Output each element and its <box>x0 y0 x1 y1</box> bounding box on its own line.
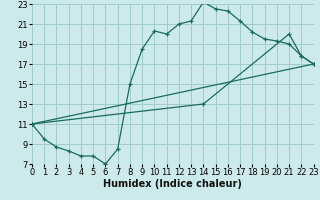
X-axis label: Humidex (Indice chaleur): Humidex (Indice chaleur) <box>103 179 242 189</box>
